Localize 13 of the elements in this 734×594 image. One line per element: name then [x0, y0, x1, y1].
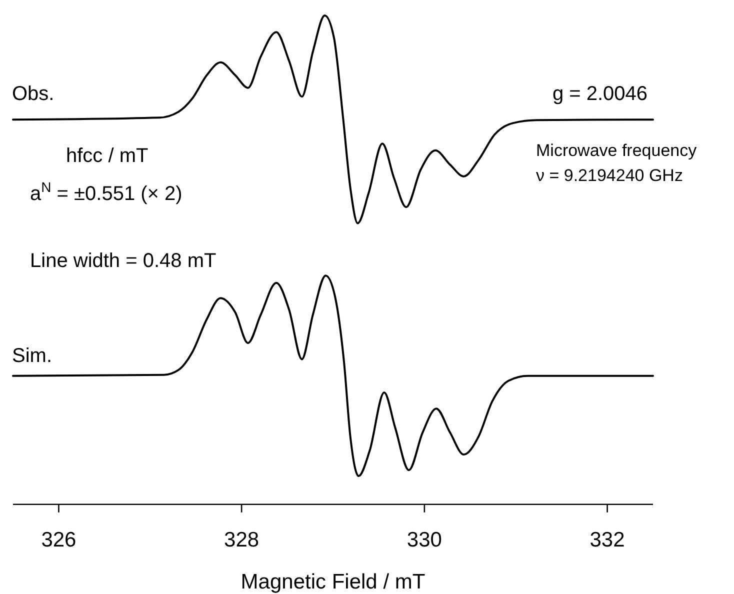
x-tick-label: 332	[590, 528, 625, 552]
x-tick-label: 328	[224, 528, 260, 552]
annotation: Line width = 0.48 mT	[30, 250, 216, 272]
annotation: Microwave frequency	[536, 141, 698, 160]
annotation: a$^{N}$ = ±0.551 (× 2)	[30, 179, 182, 205]
annotation: ν = 9.2194240 GHz	[536, 166, 683, 185]
series-label: Sim.	[12, 345, 52, 367]
x-tick-label: 326	[41, 528, 76, 552]
series-label: Obs.	[12, 83, 54, 105]
annotation: hfcc / mT	[66, 145, 148, 167]
x-axis-title: Magnetic Field / mT	[240, 570, 426, 594]
annotation: g = 2.0046	[552, 83, 648, 105]
x-tick-label: 330	[406, 528, 442, 552]
